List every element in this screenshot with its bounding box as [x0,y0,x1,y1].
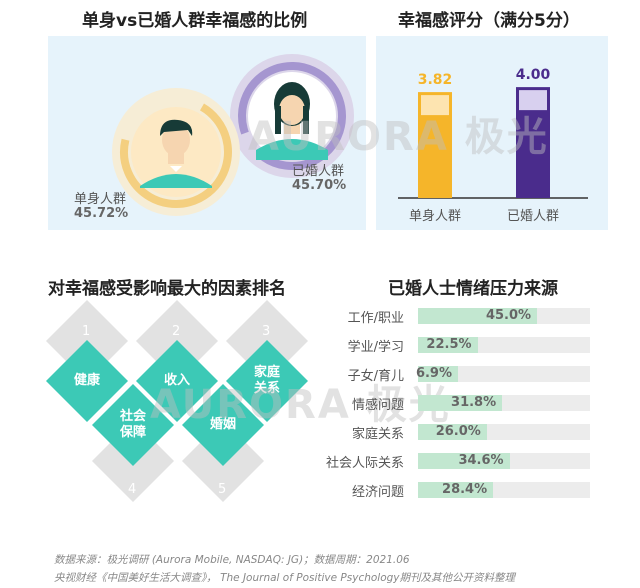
stress-track-2: 22.5% [418,337,590,353]
stress-value-3: 6.9% [415,366,452,381]
stress-bar-3: 6.9% [415,366,458,382]
factor-rank-4: 4 [128,482,137,497]
stress-bar-4: 31.8% [418,395,503,411]
stress-chart: 工作/职业 45.0% 学业/学习 22.5% 子女/育儿 6.9% 情感问题 31.8% 家庭… [312,308,602,508]
proportion-title: 单身vs已婚人群幸福感的比例 [82,11,308,31]
married-label: 已婚人群 [292,164,345,179]
factor-label-health: 健康 [73,373,100,388]
factors-title: 对幸福感受影响最大的因素排名 [48,279,286,299]
married-person-icon [256,82,328,160]
stress-title: 已婚人士情绪压力来源 [388,279,558,299]
stress-bar-5: 26.0% [418,424,487,440]
stress-label-7: 经济问题 [351,485,404,500]
score-title: 幸福感评分（满分5分） [398,11,580,31]
score-panel: 3.82 单身人群 4.00 已婚人群 [376,36,608,230]
single-label: 单身人群 [74,192,127,207]
factor-rank-1: 1 [82,324,91,339]
proportion-illustration [112,54,354,216]
stress-bar-1: 45.0% [418,308,538,324]
stress-value-6: 34.6% [458,453,504,468]
factor-label-family: 家庭关系 [253,365,280,396]
stress-label-1: 工作/职业 [347,311,404,326]
stress-label-3: 子女/育儿 [347,369,404,384]
stress-bar-2: 22.5% [418,337,478,353]
stress-label-2: 学业/学习 [347,340,404,355]
stress-track-1: 45.0% [418,308,590,324]
factor-rank-2: 2 [172,324,181,339]
score-bar-cap-2 [519,90,547,111]
stress-value-5: 26.0% [435,424,481,439]
score-value-2: 4.00 [516,67,551,83]
stress-value-2: 22.5% [426,337,472,352]
stress-value-1: 45.0% [485,308,532,323]
score-bar-cap-1 [421,95,449,116]
factor-rank-3: 3 [262,324,271,339]
stress-track-3: 6.9% [415,366,590,382]
stress-bar-6: 34.6% [418,453,510,469]
stress-bar-7: 28.4% [418,482,494,498]
stress-value-4: 31.8% [451,395,497,410]
single-ring [120,96,232,208]
factor-label-marriage: 婚姻 [209,417,236,432]
stress-label-5: 家庭关系 [351,427,404,442]
stress-value-7: 28.4% [442,482,488,497]
score-category-2: 已婚人群 [507,209,559,224]
married-percentage: 45.70% [292,178,347,193]
footer-source-line2: 央视财经《中国美好生活大调查》， The Journal of Positive… [54,572,516,584]
single-percentage: 45.72% [74,206,129,221]
watermark-bottom: AURORA 极光 [150,382,451,428]
stress-track-5: 26.0% [418,424,590,440]
score-category-1: 单身人群 [409,208,461,224]
factor-label-social-security: 社会保障 [119,409,146,440]
stress-label-4: 情感问题 [351,398,404,413]
score-value-1: 3.82 [418,72,453,88]
stress-track-6: 34.6% [418,453,590,469]
stress-label-6: 社会人际关系 [325,456,404,471]
factors-diagram: 1 2 3 4 5 健康 收入 家庭关系 社会保障 婚姻 [30,299,330,510]
stress-track-7: 28.4% [418,482,590,498]
factor-rank-5: 5 [218,482,227,497]
score-chart: 3.82 单身人群 4.00 已婚人群 [398,67,588,224]
proportion-panel: 单身人群 45.72% 已婚人群 45.70% [48,36,366,230]
stress-track-4: 31.8% [418,395,590,411]
footer-source-line1: 数据来源：极光调研 (Aurora Mobile, NASDAQ: JG)；数据… [54,554,410,566]
watermark-top: AURORA 极光 [248,114,549,160]
factor-label-income: 收入 [163,373,190,388]
single-person-icon [140,119,212,188]
